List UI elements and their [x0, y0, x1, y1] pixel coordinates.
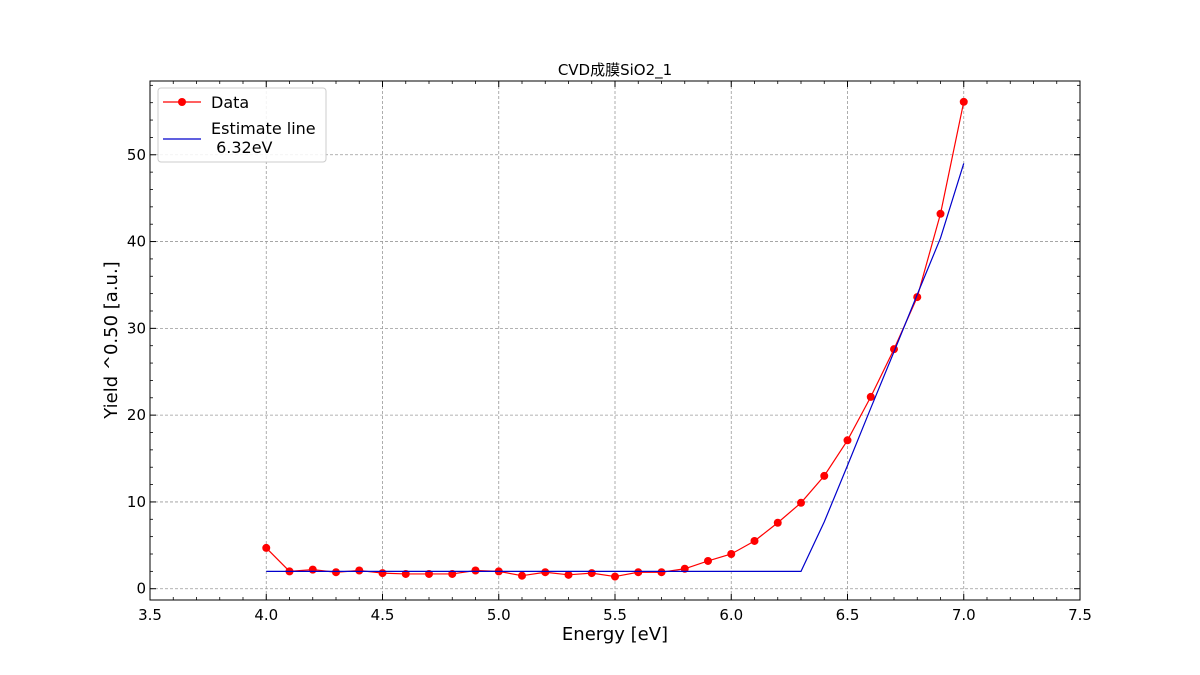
data-point [332, 568, 340, 577]
y-tick-label: 50 [127, 146, 146, 164]
x-tick-label: 6.5 [836, 606, 860, 624]
plot-area [262, 97, 968, 581]
data-point [843, 436, 852, 445]
legend-estimate-label: Estimate line 6.32eV [211, 119, 316, 157]
data-point [541, 568, 550, 577]
data-point [634, 568, 643, 577]
x-tick-label: 3.5 [138, 606, 162, 624]
x-tick-label: 5.5 [603, 606, 627, 624]
data-point [262, 543, 271, 552]
legend-estimate-label-line: 6.32eV [211, 138, 273, 157]
x-tick-label: 6.0 [719, 606, 743, 624]
data-point [727, 550, 736, 559]
data-point [611, 572, 619, 581]
x-tick-label: 7.5 [1068, 606, 1092, 624]
x-tick-label: 7.0 [952, 606, 976, 624]
data-point [704, 556, 712, 565]
legend-data-marker [178, 98, 186, 106]
data-point [773, 518, 782, 527]
data-point [564, 570, 573, 579]
y-tick-label: 20 [127, 406, 146, 424]
data-point [657, 568, 666, 577]
chart-title: CVD成膜SiO2_1 [558, 61, 672, 80]
legend-box [157, 87, 327, 163]
data-point [308, 565, 317, 574]
y-axis-label: Yield ^0.50 [a.u.] [101, 261, 122, 419]
data-point [448, 569, 457, 578]
data-point [355, 566, 364, 575]
data-point [750, 536, 759, 545]
data-point [471, 566, 480, 575]
axis-ticks: 3.5 4.0 4.5 5.0 5.5 6.0 6.5 7.0 7.5 0 10 20 30 40 50 [127, 81, 1092, 624]
data-point [797, 498, 805, 507]
y-tick-label: 10 [127, 493, 146, 511]
estimate-line [266, 163, 965, 572]
data-point [936, 209, 945, 218]
data-point [820, 471, 829, 480]
data-point [401, 569, 410, 578]
y-tick-label: 40 [127, 233, 146, 251]
y-tick-label: 0 [136, 580, 146, 598]
x-tick-label: 4.5 [371, 606, 395, 624]
data-point [425, 569, 433, 578]
legend-data-label: Data [211, 93, 249, 112]
legend-estimate-label-line: Estimate line [211, 119, 316, 138]
data-point [866, 392, 875, 401]
data-point [680, 564, 689, 573]
data-point [587, 569, 596, 578]
x-axis-label: Energy [eV] [562, 624, 668, 645]
y-tick-label: 30 [127, 319, 146, 337]
legend: Data Estimate line 6.32eV [157, 87, 327, 163]
data-point [378, 569, 387, 578]
x-tick-label: 4.0 [254, 606, 278, 624]
data-point [959, 97, 968, 106]
x-tick-label: 5.0 [487, 606, 511, 624]
data-point [518, 571, 526, 580]
